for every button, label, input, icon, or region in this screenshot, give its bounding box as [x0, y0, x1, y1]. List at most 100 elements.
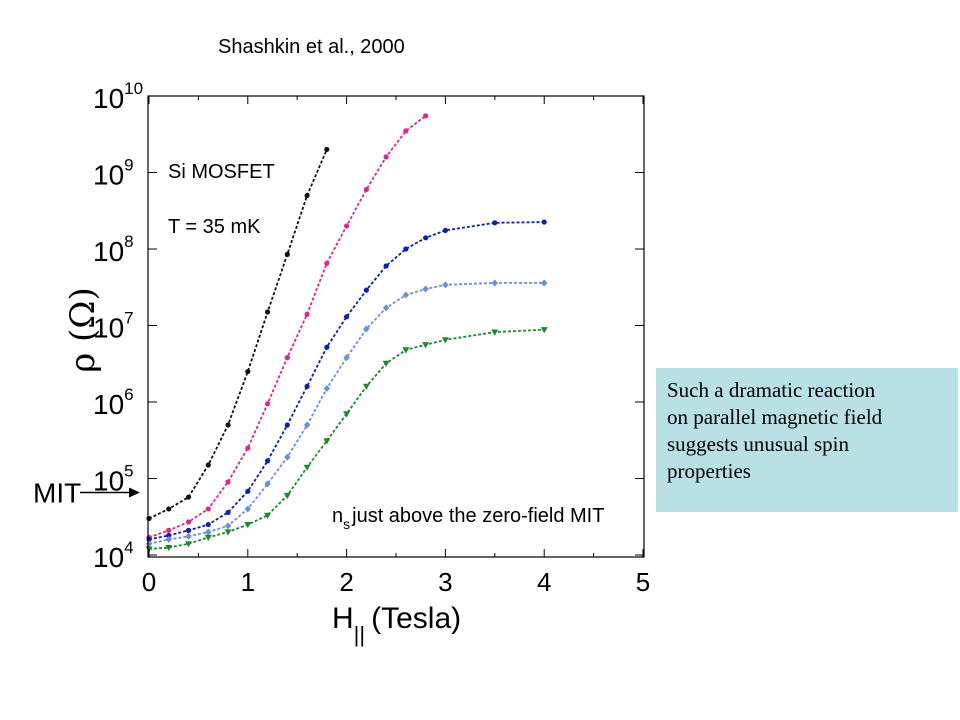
data-point: [264, 309, 271, 315]
data-point: [422, 342, 430, 349]
data-point: [205, 521, 211, 528]
data-point: [383, 263, 389, 269]
data-point: [540, 327, 548, 334]
data-point: [166, 506, 172, 512]
labels-layer: 0 1 2 3 4 5 104 105 106 107 108 109 1010 Shashkin et …: [33, 36, 650, 647]
data-point: [165, 535, 172, 543]
data-point: [344, 314, 350, 320]
chart-title: Shashkin et al., 2000: [218, 36, 405, 58]
data-point: [422, 285, 429, 293]
data-point: [225, 479, 231, 485]
data-point: [324, 146, 330, 153]
data-point: [244, 521, 252, 529]
y-tick-label: 109: [93, 156, 134, 191]
data-point: [442, 281, 449, 289]
y-tick-label: 106: [93, 385, 134, 420]
callout-line: Such a dramatic reaction: [667, 378, 876, 402]
data-point: [185, 519, 192, 525]
data-point: [284, 251, 290, 257]
data-point: [541, 279, 548, 287]
data-point: [264, 401, 271, 407]
data-point: [324, 260, 330, 266]
data-point: [363, 287, 369, 293]
y-tick-label: 107: [93, 309, 134, 344]
ticks-layer: [148, 95, 644, 557]
data-point: [491, 279, 498, 287]
data-point: [383, 154, 389, 160]
data-point: [363, 325, 370, 333]
x-tick-label: 2: [339, 567, 353, 597]
y-axis-label: ρ (Ω): [63, 287, 103, 373]
data-point: [205, 462, 211, 468]
data-point: [205, 528, 212, 536]
data-point: [264, 458, 271, 464]
data-point: [303, 421, 311, 429]
data-point: [284, 355, 290, 361]
data-point: [304, 311, 310, 317]
data-point: [343, 411, 351, 418]
series-line: [148, 281, 545, 545]
data-point: [303, 464, 311, 471]
temperature-label: T = 35 mK: [168, 216, 261, 238]
data-point: [541, 219, 547, 225]
data-point: [264, 480, 271, 488]
data-point: [283, 492, 291, 500]
data-point: [343, 354, 350, 362]
data-point: [284, 453, 291, 461]
x-tick-label: 4: [537, 567, 551, 597]
data-point: [245, 368, 251, 375]
data-point: [225, 509, 231, 516]
series-line: [148, 328, 545, 550]
y-tick-label: 104: [93, 538, 134, 573]
callout-line: properties: [667, 459, 751, 483]
data-point: [166, 532, 172, 539]
callout-line: suggests unusual spin: [667, 432, 850, 456]
y-tick-label: 1010: [93, 79, 143, 114]
data-point: [146, 515, 152, 522]
data-point: [304, 192, 310, 199]
data-point: [304, 383, 310, 389]
data-point: [244, 505, 251, 513]
mit-arrow-head: [129, 487, 140, 498]
x-tick-label: 1: [241, 567, 255, 597]
data-point: [245, 488, 251, 494]
callout-line: on parallel magnetic field: [667, 405, 883, 429]
data-point: [185, 527, 192, 533]
data-point: [402, 291, 410, 299]
data-point: [362, 383, 370, 390]
x-tick-label: 0: [142, 567, 156, 597]
data-point: [441, 337, 449, 344]
data-point: [225, 422, 231, 428]
data-point: [205, 506, 211, 512]
mit-label: MIT: [33, 478, 81, 509]
data-point: [402, 347, 410, 354]
data-point: [324, 344, 330, 350]
x-axis-label: H|| (Tesla): [332, 602, 461, 647]
data-point: [323, 385, 331, 393]
data-point: [344, 223, 350, 229]
data-point: [185, 532, 192, 540]
data-point: [185, 494, 192, 500]
data-point: [363, 186, 369, 193]
data-point: [165, 544, 173, 552]
density-label: ns just above the zero-field MIT: [332, 505, 604, 532]
series-line: [148, 221, 545, 541]
x-tick-label: 5: [636, 567, 650, 597]
data-point: [403, 128, 409, 134]
y-tick-label: 108: [93, 232, 134, 267]
data-point: [323, 438, 331, 445]
data-point: [264, 512, 272, 519]
data-point: [403, 246, 409, 252]
data-point: [145, 540, 153, 548]
data-point: [423, 113, 429, 119]
data-point: [284, 422, 290, 428]
data-point: [166, 527, 172, 533]
data-point: [491, 329, 499, 336]
data-point: [382, 360, 390, 367]
data-point: [442, 227, 448, 234]
data-point: [185, 541, 193, 548]
series-layer: [145, 113, 548, 553]
data-point: [224, 522, 232, 530]
x-tick-label: 3: [438, 567, 452, 597]
